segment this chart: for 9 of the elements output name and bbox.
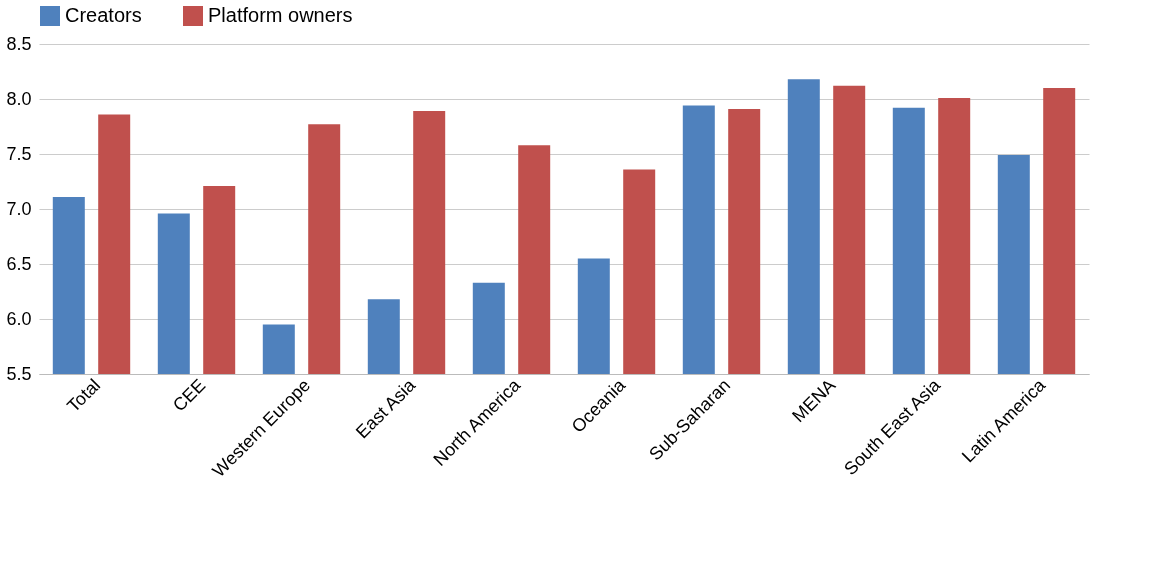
y-tick-label: 6.0 <box>6 308 32 329</box>
y-tick-label: 5.5 <box>6 363 32 384</box>
legend-label: Platform owners <box>208 4 353 26</box>
legend-label: Creators <box>65 4 142 26</box>
y-tick-label: 7.5 <box>6 143 32 164</box>
y-tick-label: 8.5 <box>6 33 32 54</box>
y-tick-label: 6.5 <box>6 253 32 274</box>
y-tick-label: 8.0 <box>6 88 32 109</box>
y-tick-label: 7.0 <box>6 198 32 219</box>
